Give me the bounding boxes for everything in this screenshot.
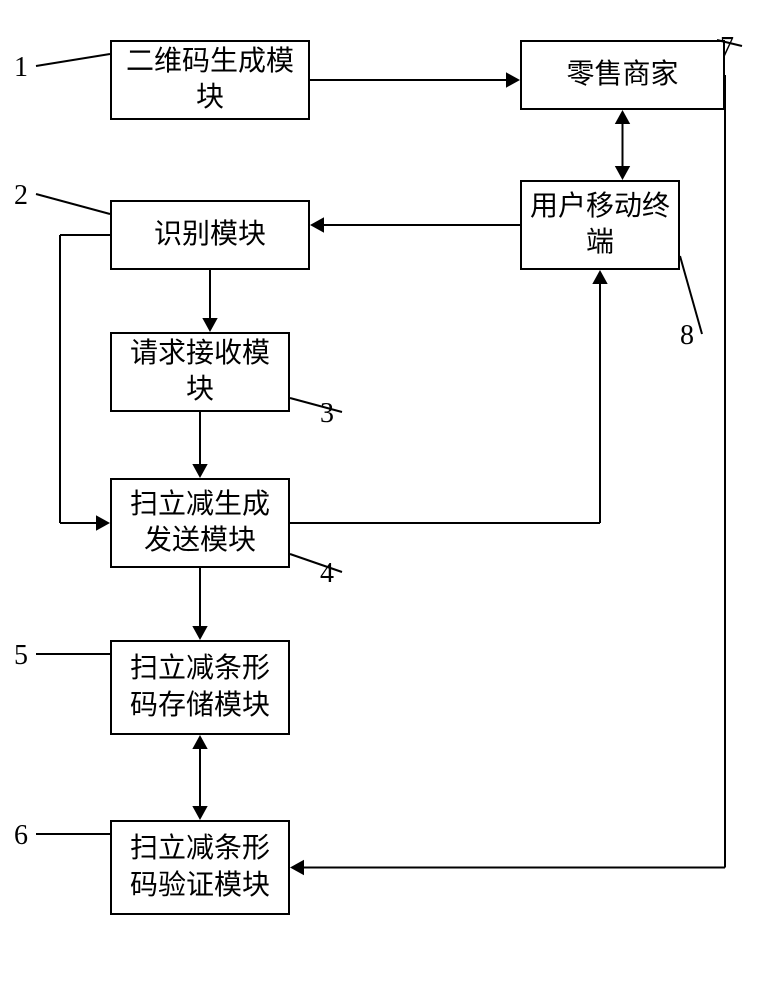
ref-num-4: 4 — [320, 558, 334, 590]
ref-num-2: 2 — [14, 180, 28, 212]
node-label: 二维码生成模块 — [120, 44, 300, 117]
diagram-canvas: 二维码生成模块 识别模块 请求接收模块 扫立减生成发送模块 扫立减条形码存储模块… — [0, 0, 781, 1000]
node-recognize: 识别模块 — [110, 200, 310, 270]
ref-num-6: 6 — [14, 820, 28, 852]
ref-num-3: 3 — [320, 398, 334, 430]
ref-num-5: 5 — [14, 640, 28, 672]
node-label: 扫立减条形码验证模块 — [120, 831, 280, 904]
node-retailer: 零售商家 — [520, 40, 725, 110]
node-user-terminal: 用户移动终端 — [520, 180, 680, 270]
ref-num-8: 8 — [680, 320, 694, 352]
node-label: 识别模块 — [154, 217, 266, 253]
ref-num-1: 1 — [14, 52, 28, 84]
node-barcode-store: 扫立减条形码存储模块 — [110, 640, 290, 735]
node-scan-gen-send: 扫立减生成发送模块 — [110, 478, 290, 568]
node-label: 用户移动终端 — [530, 189, 670, 262]
node-label: 扫立减生成发送模块 — [120, 487, 280, 560]
node-label: 零售商家 — [566, 57, 678, 93]
ref-num-7: 7 — [720, 32, 734, 64]
node-request-recv: 请求接收模块 — [110, 332, 290, 412]
node-barcode-verify: 扫立减条形码验证模块 — [110, 820, 290, 915]
node-qr-generator: 二维码生成模块 — [110, 40, 310, 120]
node-label: 请求接收模块 — [120, 336, 280, 409]
node-label: 扫立减条形码存储模块 — [120, 651, 280, 724]
